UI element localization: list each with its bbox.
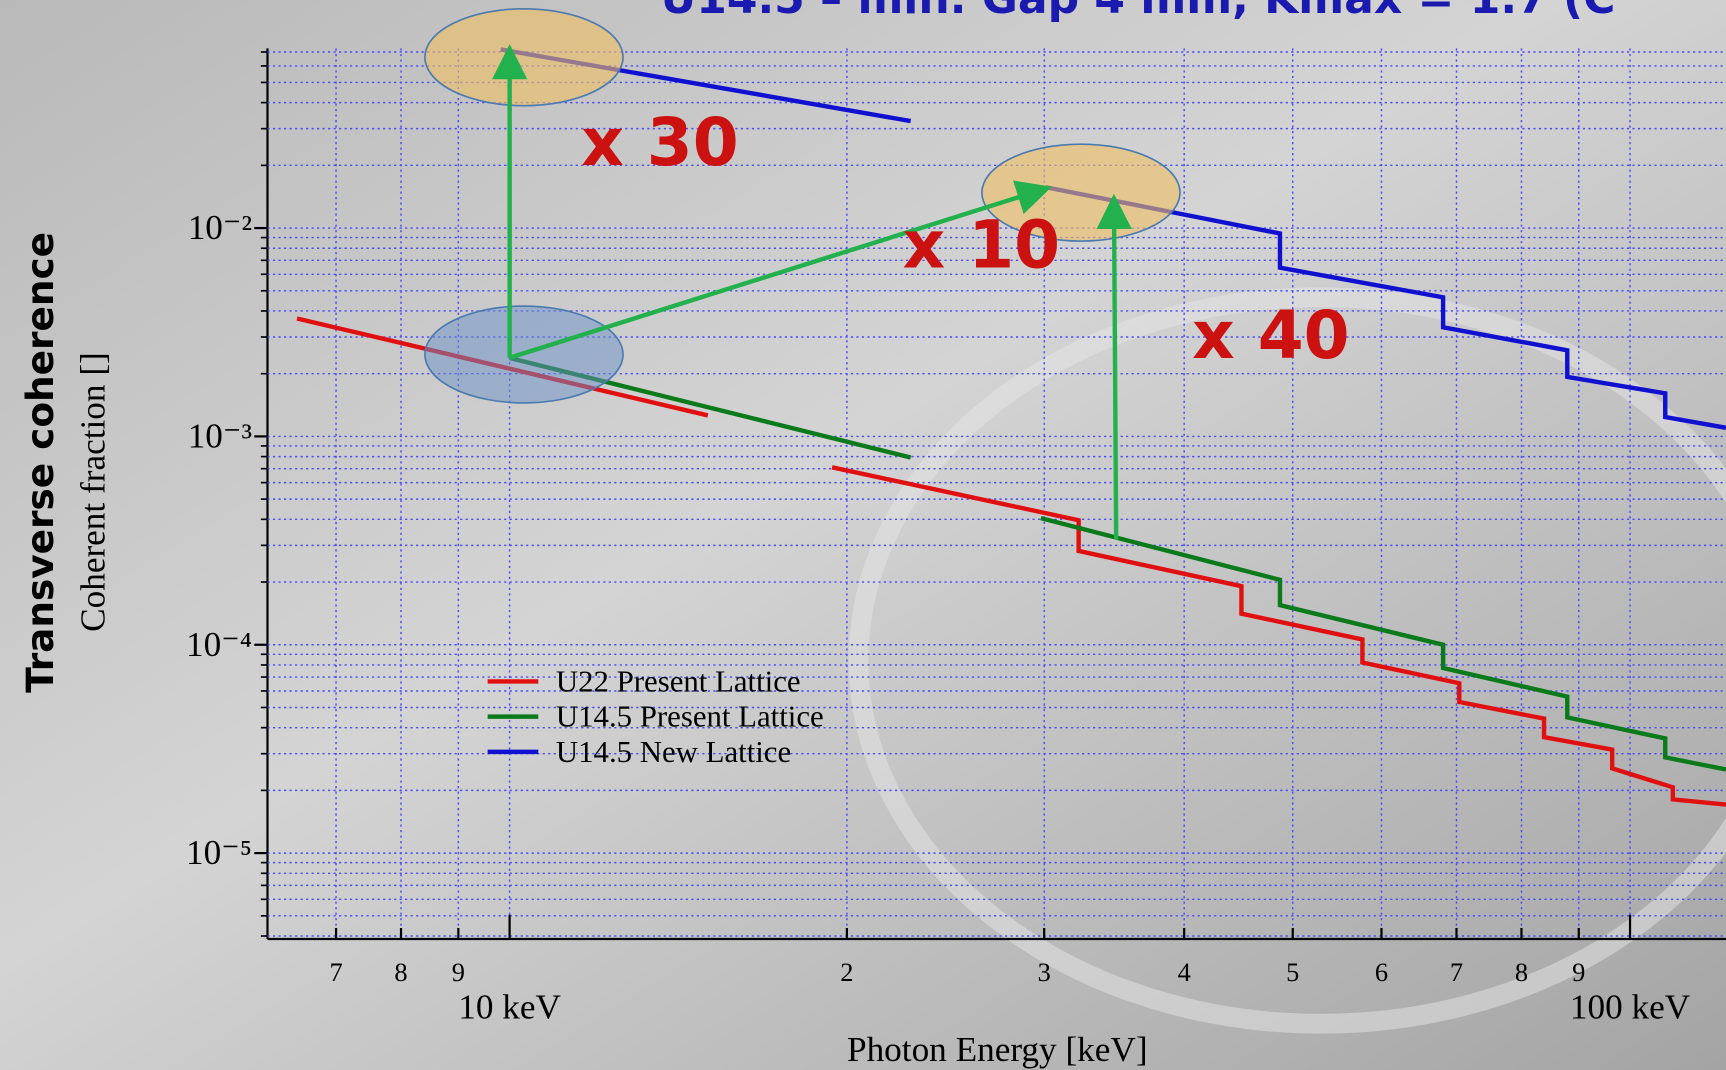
chart: U14.5 – min. Gap 4 mm, Kmax = 1.7 (C 10⁻…	[0, 0, 1726, 1070]
annotation: x 30	[581, 104, 738, 181]
y-tick-label: 10⁻²	[188, 208, 252, 247]
y-tick-label: 10⁻⁵	[186, 833, 252, 872]
annotation: x 40	[1192, 297, 1349, 374]
y-axis-label: Coherent fraction []	[74, 352, 113, 632]
x-tick-label: 5	[1286, 957, 1299, 987]
highlight	[425, 9, 623, 106]
chart-title: U14.5 – min. Gap 4 mm, Kmax = 1.7 (C	[660, 0, 1615, 24]
x-tick-label: 8	[394, 957, 407, 987]
x-tick-label: 100 keV	[1570, 987, 1691, 1026]
x-tick-label: 9	[1572, 957, 1585, 987]
arrow	[1114, 203, 1116, 540]
x-tick-label: 2	[840, 957, 853, 987]
annotation: x 10	[903, 206, 1060, 283]
y-tick-label: 10⁻⁴	[186, 625, 252, 664]
x-tick-label: 10 keV	[458, 987, 561, 1026]
legend-label: U14.5 New Lattice	[556, 735, 791, 769]
y-tick-label: 10⁻³	[188, 416, 252, 455]
x-tick-label: 6	[1375, 957, 1388, 987]
y-title: Transverse coherence	[18, 232, 62, 693]
x-tick-label: 3	[1038, 957, 1051, 987]
x-axis-label: Photon Energy [keV]	[847, 1030, 1148, 1069]
x-tick-label: 4	[1178, 957, 1191, 987]
background	[0, 0, 1726, 1070]
x-tick-label: 9	[452, 957, 465, 987]
x-tick-label: 7	[329, 957, 342, 987]
legend-label: U22 Present Lattice	[556, 664, 801, 698]
x-tick-label: 8	[1515, 957, 1528, 987]
x-tick-label: 7	[1450, 957, 1463, 987]
legend-label: U14.5 Present Lattice	[556, 700, 824, 734]
